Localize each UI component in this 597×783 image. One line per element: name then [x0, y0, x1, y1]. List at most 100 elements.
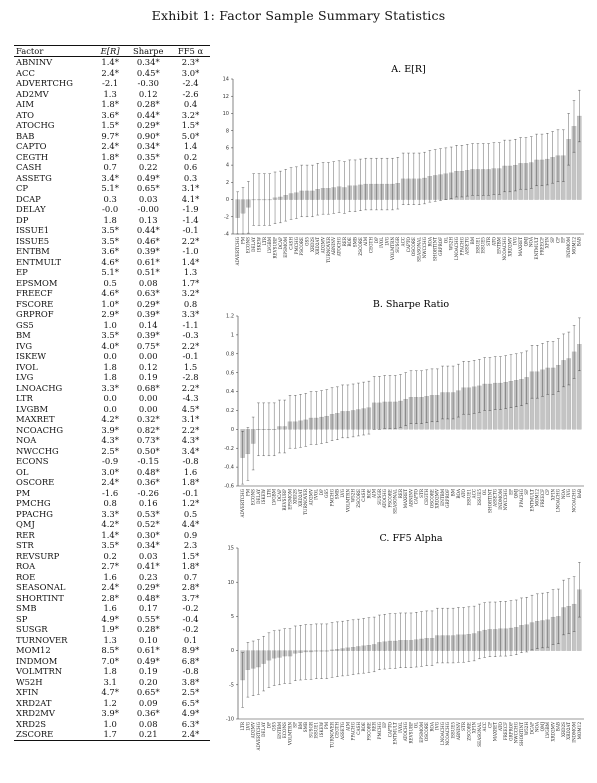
expected-return-cell: 4.0* — [101, 340, 119, 351]
ff5-alpha-category-label: FREECF — [503, 722, 508, 740]
sharpe-cell: 0.19 — [138, 372, 158, 383]
expected-return-cell: 0.0 — [103, 403, 117, 414]
ff5-alpha-cell: -0.1 — [182, 487, 199, 498]
sharpe-ratio-category-label: ZSCORE — [356, 489, 361, 508]
table-row: RER 1.4* 0.30* 0.9 — [14, 530, 210, 541]
sharpe-ratio-category-label: ACC — [472, 489, 477, 499]
table-row: ENTMULT 4.6* 0.61* 1.4* — [14, 257, 210, 268]
ff5-alpha-cell: 4.1* — [181, 193, 200, 204]
table-row: STR 3.5* 0.34* 2.3 — [14, 540, 210, 551]
ff5-alpha-cell: 2.2* — [181, 340, 200, 351]
expected-return-category-label: ABNINV — [331, 236, 336, 256]
expected-return-category-label: CEGTH — [369, 237, 374, 253]
sharpe-cell: -0.00 — [137, 204, 159, 215]
col-header-expected-return: E[R] — [94, 46, 126, 57]
expected-return-category-label: FSCORE — [299, 237, 304, 256]
ff5-alpha-category-label: BAB — [556, 722, 561, 731]
sharpe-cell: 0.44* — [136, 109, 160, 120]
table-row: DP 1.8 0.13 -1.4 — [14, 215, 210, 226]
factor-name-cell: PMCHG — [16, 498, 51, 509]
ff5-alpha-category-label: OL — [414, 722, 419, 728]
sharpe-cell: 0.20 — [138, 676, 158, 687]
sharpe-cell: 0.39* — [136, 330, 160, 341]
ff5-alpha-category-label: NWCCHG — [514, 721, 519, 743]
factor-name-cell: XFIN — [16, 687, 39, 698]
expected-return-cell: 2.4* — [101, 141, 119, 152]
ff5-alpha-category-label: GS5 — [272, 722, 277, 731]
table-row: TURNOVER 1.3 0.10 0.1 — [14, 635, 210, 646]
expected-return-category-label: PMCHG — [294, 236, 299, 254]
factor-name-cell: NOA — [16, 435, 37, 446]
table-row: SMB 1.6 0.17 -0.2 — [14, 603, 210, 614]
expected-return-category-label: SUSGR — [395, 236, 400, 253]
ff5-alpha-cell: -1.9 — [182, 204, 199, 215]
factor-name-cell: FREECF — [16, 288, 53, 299]
expected-return-cell: -1.6 — [102, 487, 119, 498]
expected-return-cell: 4.6* — [101, 288, 119, 299]
ff5-alpha-cell: 2.2* — [181, 235, 200, 246]
sharpe-ratio-category-label: IVOL — [314, 489, 319, 500]
sharpe-cell: 0.28* — [136, 624, 160, 635]
ff5-alpha-cell: 3.7* — [181, 592, 200, 603]
expected-return-category-label: BM — [470, 236, 475, 244]
expected-return-cell: 4.9* — [101, 613, 119, 624]
sharpe-cell: 0.65* — [136, 183, 160, 194]
factor-name-cell: AD2MV — [16, 88, 49, 99]
ff5-alpha-category-label: ROE — [361, 722, 366, 732]
sharpe-cell: 0.29* — [136, 120, 160, 131]
ff5-alpha-cell: 0.2 — [183, 151, 198, 162]
table-row: ISKEW 0.0 0.00 -0.1 — [14, 351, 210, 362]
table-row: IVOL 1.8 0.12 1.5 — [14, 362, 210, 373]
sharpe-cell: 0.50* — [136, 445, 160, 456]
table-row: GRPROF 2.9* 0.39* 3.3* — [14, 309, 210, 320]
sharpe-ratio-y-tick-label: 1 — [231, 332, 234, 338]
sharpe-cell: 0.00 — [138, 403, 158, 414]
expected-return-category-label: EP — [561, 237, 566, 243]
sharpe-cell: 0.36* — [136, 708, 160, 719]
sharpe-ratio-category-label: XRD2MV — [435, 488, 440, 508]
ff5-alpha-cell: 1.7* — [181, 277, 200, 288]
expected-return-category-label: GRPROF — [438, 237, 443, 256]
sharpe-ratio-y-tick-label: 0.4 — [226, 389, 234, 395]
ff5-alpha-cell: 3.3* — [181, 309, 200, 320]
expected-return-cell: 2.8* — [101, 592, 119, 603]
factor-name-cell: CEGTH — [16, 151, 49, 162]
ff5-alpha-cell: 1.8* — [181, 477, 200, 488]
sharpe-ratio-category-label: STR — [419, 488, 424, 498]
ff5-alpha-cell: 2.2* — [181, 382, 200, 393]
ff5-alpha-y-tick-label: -5 — [229, 682, 234, 688]
expected-return-category-label: ACC — [401, 237, 406, 247]
ff5-alpha-category-label: LVGBM — [545, 721, 550, 738]
ff5-alpha-category-label: REVSURP — [408, 722, 413, 744]
ff5-alpha-cell: 0.1 — [183, 634, 198, 645]
factor-name-cell: GS5 — [16, 319, 34, 330]
sharpe-cell: 0.29* — [136, 298, 160, 309]
expected-return-category-label: REVSURP — [272, 237, 277, 259]
expected-return-cell: -0.0 — [102, 204, 119, 215]
expected-return-category-label: OSCORE — [411, 237, 416, 256]
expected-return-y-tick-label: 4 — [226, 163, 229, 169]
factor-name-cell: XRD2AT — [16, 697, 52, 708]
table-row: BAB 9.7* 0.90* 5.0* — [14, 131, 210, 142]
expected-return-cell: 3.9* — [101, 708, 119, 719]
expected-return-cell: 1.3 — [103, 88, 117, 99]
table-row: XRD2MV 3.9* 0.36* 4.9* — [14, 708, 210, 719]
expected-return-cell: 4.2* — [101, 414, 119, 425]
sharpe-ratio-category-label: SP — [524, 489, 529, 495]
expected-return-cell: 3.5* — [101, 330, 119, 341]
sharpe-ratio-category-label: ABNINV — [408, 488, 413, 508]
expected-return-category-label: DELAY — [251, 237, 256, 252]
sharpe-cell: 0.44* — [136, 225, 160, 236]
sharpe-ratio-title: B. Sharpe Ratio — [373, 299, 449, 310]
ff5-alpha-category-label: IVOL — [398, 722, 403, 733]
sharpe-cell: 0.52* — [136, 519, 160, 530]
ff5-alpha-cell: -0.1 — [182, 225, 199, 236]
expected-return-category-label: ADVERTCHG — [235, 236, 240, 266]
sharpe-ratio-category-label: XRD2AT — [298, 489, 303, 507]
ff5-alpha-cell: 4.4* — [181, 519, 200, 530]
ff5-alpha-cell: -0.2 — [182, 603, 199, 614]
sharpe-ratio-category-label: SEASONAL — [393, 489, 398, 514]
factor-name-cell: ACC — [16, 67, 35, 78]
sharpe-cell: 0.14 — [138, 319, 158, 330]
sharpe-cell: 0.23 — [138, 571, 158, 582]
